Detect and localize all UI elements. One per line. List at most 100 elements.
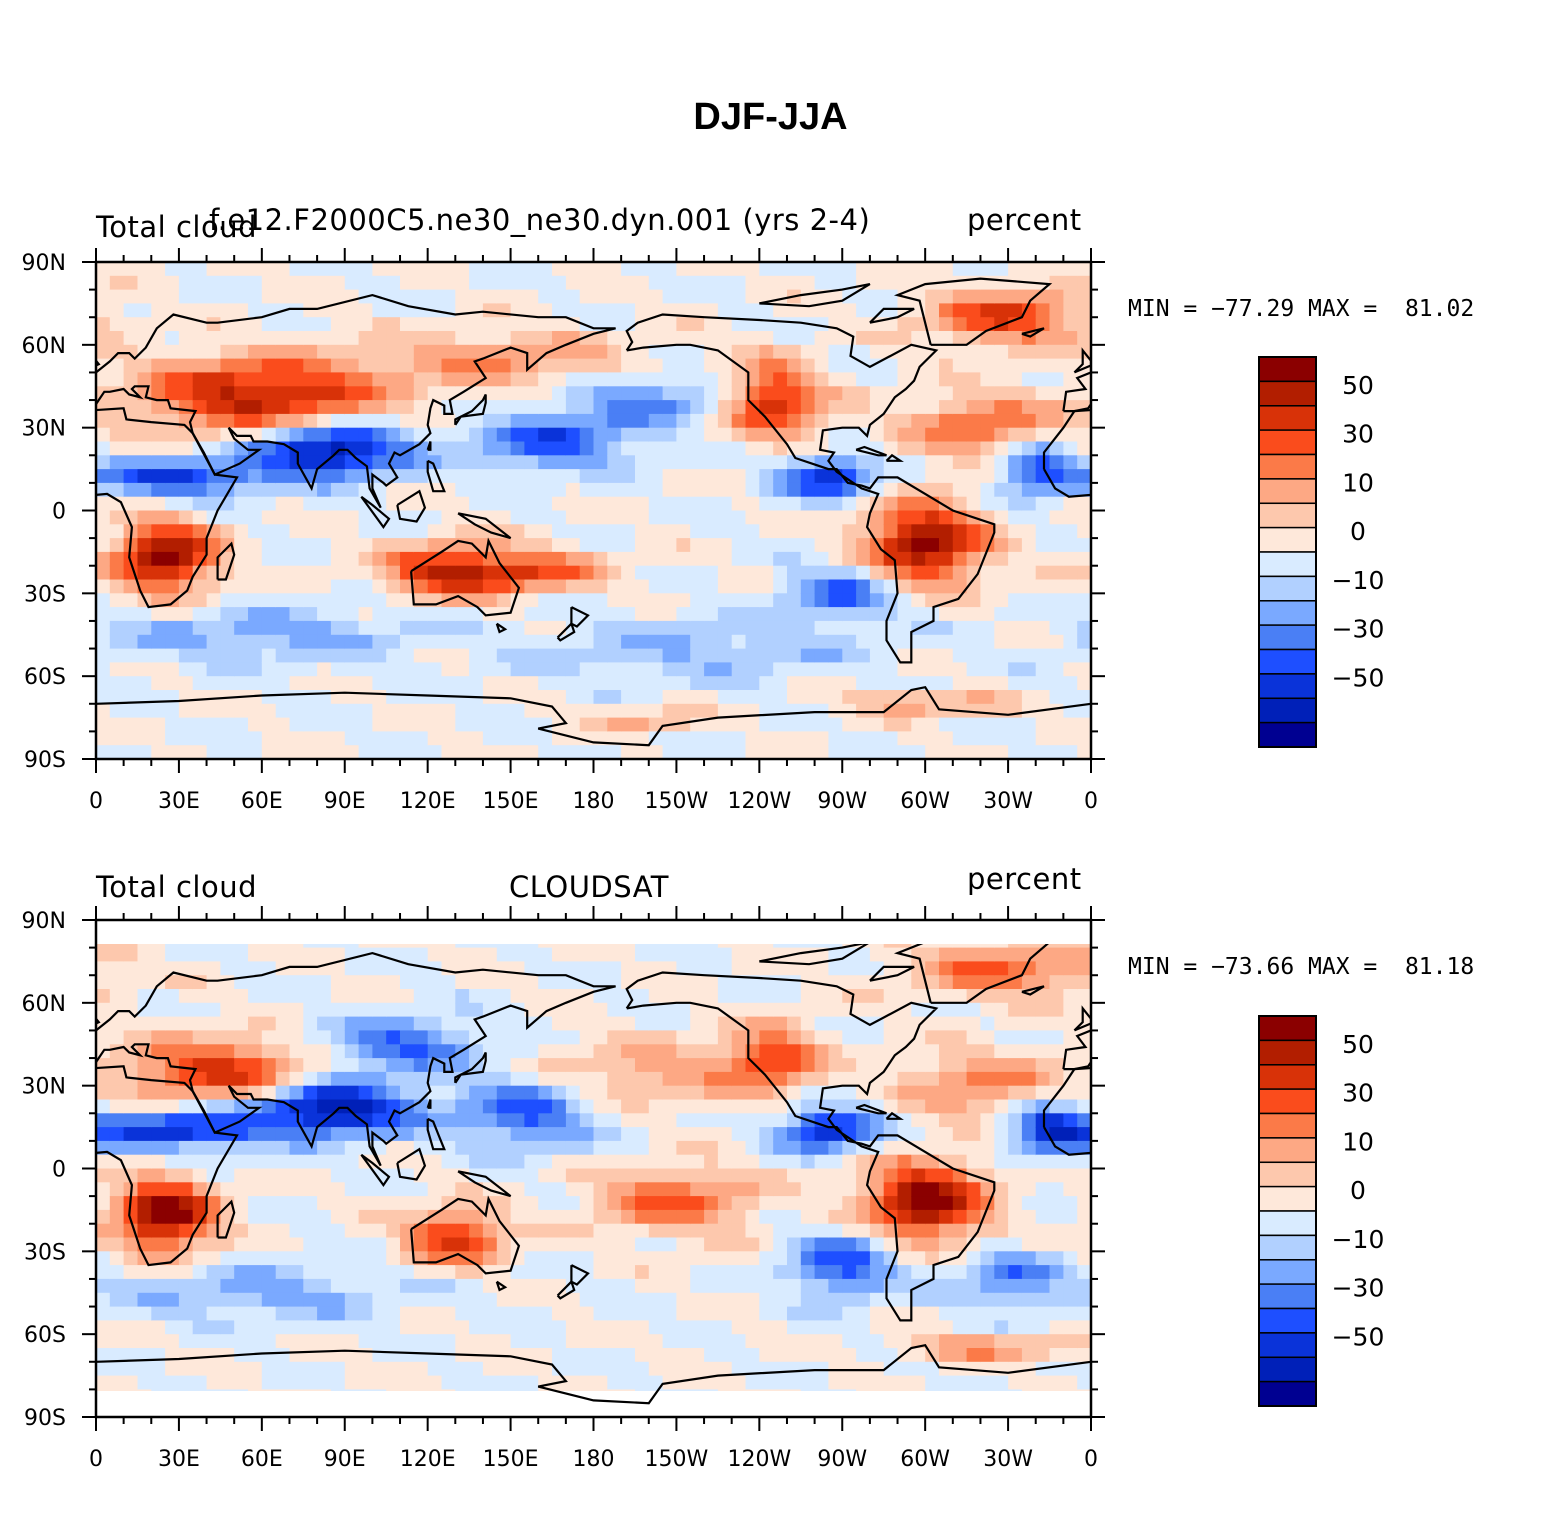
field-cell <box>759 676 774 691</box>
field-cell <box>662 289 677 304</box>
field-cell <box>427 510 443 525</box>
field-cell <box>427 427 443 443</box>
field-cell <box>731 1002 747 1018</box>
field-cell <box>676 1113 691 1128</box>
field-cell <box>441 1140 456 1156</box>
field-cell <box>275 947 291 962</box>
field-cell <box>842 482 857 498</box>
field-cell <box>883 1140 899 1156</box>
field-cell <box>676 1002 691 1018</box>
field-cell <box>621 1223 636 1239</box>
field-cell <box>842 317 857 332</box>
field-cell <box>1035 662 1051 677</box>
field-cell <box>524 441 539 456</box>
field-cell <box>814 1348 829 1363</box>
field-cell <box>137 607 152 622</box>
field-cell <box>717 303 733 318</box>
field-cell <box>165 745 180 759</box>
field-cell <box>828 648 843 663</box>
field-cell <box>925 1016 940 1031</box>
field-cell <box>192 648 208 663</box>
field-cell <box>248 262 263 277</box>
field-cell <box>275 1348 291 1363</box>
field-cell <box>455 717 470 732</box>
field-cell <box>676 717 691 732</box>
field-cell <box>635 400 650 415</box>
field-cell <box>676 1071 691 1087</box>
field-cell <box>856 579 871 594</box>
field-cell <box>178 1016 194 1031</box>
field-cell <box>759 551 774 567</box>
field-cell <box>676 1154 691 1170</box>
field-cell <box>662 634 677 650</box>
field-cell <box>869 1320 885 1335</box>
field-cell <box>109 1127 125 1142</box>
field-cell <box>386 634 401 650</box>
field-cell <box>496 1168 512 1183</box>
field-cell <box>372 441 387 456</box>
field-cell <box>234 400 249 415</box>
field-cell <box>579 1237 595 1252</box>
field-cell <box>413 413 429 429</box>
field-cell <box>123 1320 138 1335</box>
field-cell <box>303 989 318 1004</box>
field-cell <box>289 1002 304 1018</box>
field-cell <box>704 1403 718 1417</box>
field-cell <box>206 358 221 373</box>
field-cell <box>289 1140 304 1156</box>
field-cell <box>911 579 926 594</box>
field-cell <box>939 551 954 567</box>
field-cell <box>482 703 498 719</box>
field-cell <box>731 620 747 636</box>
field-cell <box>842 1016 857 1031</box>
field-cell <box>178 947 194 962</box>
field-cell <box>303 703 318 719</box>
field-cell <box>994 703 1009 719</box>
field-cell <box>746 920 760 934</box>
field-cell <box>524 413 539 429</box>
field-cell <box>690 289 705 304</box>
field-cell <box>1049 745 1064 759</box>
field-cell <box>828 690 843 705</box>
field-cell <box>994 662 1009 677</box>
field-cell <box>275 662 291 677</box>
field-cell <box>593 538 608 553</box>
field-cell <box>607 1389 622 1391</box>
field-cell <box>109 1030 125 1045</box>
field-cell <box>192 1140 208 1156</box>
field-cell <box>952 745 968 759</box>
field-cell <box>206 1292 221 1308</box>
field-cell <box>994 620 1009 636</box>
field-cell <box>248 1085 263 1101</box>
field-cell <box>386 427 401 443</box>
field-cell <box>165 275 180 291</box>
field-cell <box>524 1085 539 1101</box>
field-cell <box>496 358 512 373</box>
field-cell <box>137 1320 152 1335</box>
field-cell <box>717 372 733 387</box>
field-cell <box>317 1223 332 1239</box>
field-cell <box>856 1375 871 1390</box>
field-cell <box>109 1251 125 1266</box>
field-cell <box>607 717 622 732</box>
field-cell <box>648 1071 664 1087</box>
field-cell <box>442 1403 456 1417</box>
field-cell <box>400 1113 415 1128</box>
field-cell <box>317 469 332 484</box>
field-cell <box>372 344 387 360</box>
field-cell <box>552 1251 567 1266</box>
field-cell <box>814 1030 829 1045</box>
field-cell <box>565 1044 581 1059</box>
field-cell <box>787 1292 802 1308</box>
field-cell <box>165 579 180 594</box>
field-cell <box>621 947 636 962</box>
field-cell <box>1008 551 1023 567</box>
field-cell <box>869 524 885 539</box>
field-cell <box>621 593 636 608</box>
field-cell <box>814 400 829 415</box>
field-cell <box>538 1265 553 1280</box>
field-cell <box>178 1278 194 1294</box>
field-cell <box>151 1403 165 1417</box>
field-cell <box>330 947 346 962</box>
field-cell <box>137 275 152 291</box>
